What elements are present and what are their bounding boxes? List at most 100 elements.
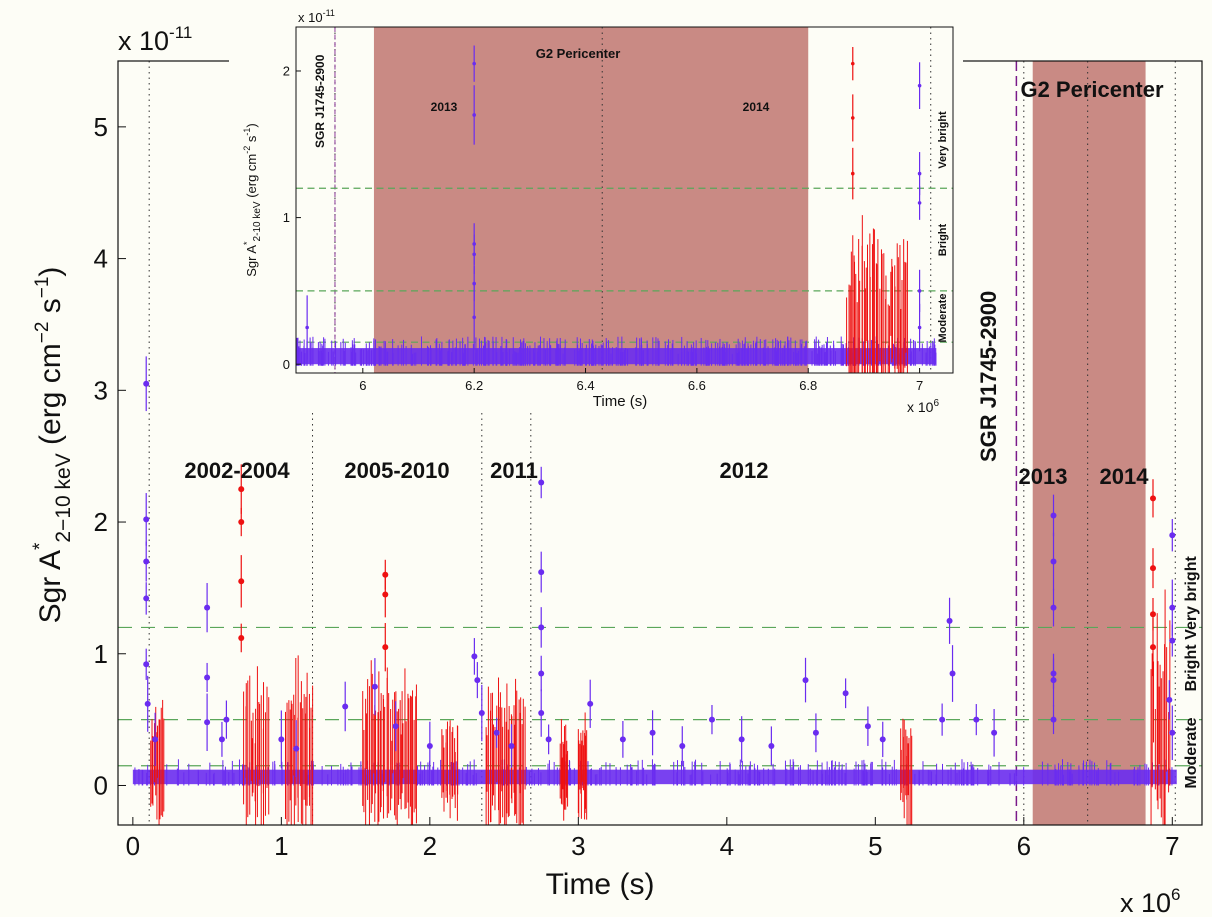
blue-flare-point [152,736,159,743]
blue-flare-point [472,281,476,286]
year-label-2005-2010: 2005-2010 [344,458,449,483]
blue-flare-point [842,690,849,697]
blue-flare-point [305,325,309,330]
x-tick-label: 1 [274,831,288,861]
blue-flare-point [545,736,552,743]
inset-bright-label: Bright [937,223,949,256]
red-flare-point [238,519,245,526]
blue-flare-point [973,716,980,723]
blue-flare-point [879,736,886,743]
inset-y-multiplier: x 10-11 [298,8,335,25]
very-bright-label: Very bright [1183,556,1200,640]
main-plot-panel: 0 1 2 3 4 5 6 7 0 1 2 3 4 5 Time (s) x 106 x 10-11 Sg… [30,23,1203,917]
y-tick-label: 1 [94,639,108,669]
x-tick-label: 6 [359,378,366,393]
red-flare-point [850,116,855,120]
blue-flare-point [1169,729,1176,736]
blue-flare-point [939,716,946,723]
inset-plot-frame [295,26,954,374]
bright-label: Bright [1183,644,1200,692]
blue-flare-point [864,723,871,730]
blue-flare-point [472,61,476,66]
main-data-layer [132,356,1177,825]
inset-sgr-magnetar-label: SGR J1745-2900 [313,54,327,148]
main-y-axis-label: Sgr A*2−10 keV (erg cm−2 s−1) [30,267,75,624]
red-flare-point [238,486,245,493]
y-tick-label: 3 [94,375,108,405]
blue-flare-point [1169,604,1176,611]
inset-data-layer [296,45,937,373]
blue-flare-point [278,736,285,743]
inset-axis-ticks: 6 6.2 6.4 6.6 6.8 7 0 1 2 [283,64,923,393]
blue-flare-point [223,716,230,723]
blue-flare-point [917,201,922,205]
blue-flare-point [143,661,150,668]
g2-pericenter-label: G2 Pericenter [1020,77,1164,102]
blue-flare-point [587,700,594,707]
blue-flare-point [679,742,686,749]
year-label-2013: 2013 [1019,464,1068,489]
main-axis-ticks: 0 1 2 3 4 5 6 7 0 1 2 3 4 5 [94,112,1180,861]
blue-flare-point [471,653,478,660]
inset-x-axis-label: Time (s) [593,393,647,410]
y-tick-label: 2 [94,507,108,537]
red-flare-point [382,644,389,651]
x-tick-label: 7 [1165,831,1179,861]
blue-flare-point [538,569,545,576]
year-label-2012: 2012 [720,458,769,483]
x-tick-label: 6 [1017,831,1031,861]
blue-flare-point [538,624,545,631]
red-flare-point [850,171,855,176]
year-label-2014: 2014 [1100,464,1150,489]
blue-flare-point [392,723,399,730]
x-tick-label: 6.6 [688,378,706,393]
x-tick-label: 4 [720,831,734,861]
blue-flare-point [708,716,715,723]
blue-flare-point [472,113,476,117]
inset-g2-pericenter-label: G2 Pericenter [536,46,621,61]
blue-flare-point [768,742,775,749]
blue-flare-point [143,558,150,565]
blue-flare-point [342,703,349,710]
blue-flare-point [472,315,476,320]
blue-flare-point [649,729,656,736]
x-tick-label: 6.8 [799,378,817,393]
blue-flare-point [1169,532,1176,539]
blue-flare-point [293,745,300,752]
x-tick-label: 6.2 [465,378,483,393]
blue-flare-point [812,729,819,736]
blue-flare-point [949,670,956,677]
red-flare-point [1149,644,1156,651]
blue-flare-point [991,729,998,736]
inset-very-bright-label: Very bright [937,111,949,169]
inset-x-multiplier: x 106 [907,398,939,415]
blue-flare-point [204,604,211,611]
x-tick-label: 2 [423,831,437,861]
red-flare-point [1149,611,1156,618]
blue-flare-point [917,83,922,88]
blue-flare-point [204,719,211,726]
x-tick-label: 5 [868,831,882,861]
year-label-2002-2004: 2002-2004 [184,458,290,483]
red-flare-point [238,634,245,641]
pericenter-band [1032,61,1146,825]
blue-flare-point [371,683,378,690]
red-flare-point [850,61,855,66]
blue-flare-point [917,171,922,176]
y-tick-label: 5 [94,112,108,142]
inset-y-axis-label: Sgr A*2-10 keV (erg cm-2 s-1) [242,123,263,277]
inset-year-label-2013: 2013 [431,100,458,114]
blue-flare-point [1050,558,1057,565]
blue-flare-point [478,710,485,717]
x-tick-label: 0 [126,831,140,861]
blue-flare-point [946,617,953,624]
red-flare-point [382,591,389,598]
blue-flare-point [218,736,225,743]
inset-moderate-label: Moderate [937,294,949,343]
blue-flare-point [538,479,545,486]
blue-flare-point [917,289,922,293]
blue-flare-point [1166,696,1173,703]
red-flare-point [1149,565,1156,572]
moderate-label: Moderate [1183,717,1200,788]
